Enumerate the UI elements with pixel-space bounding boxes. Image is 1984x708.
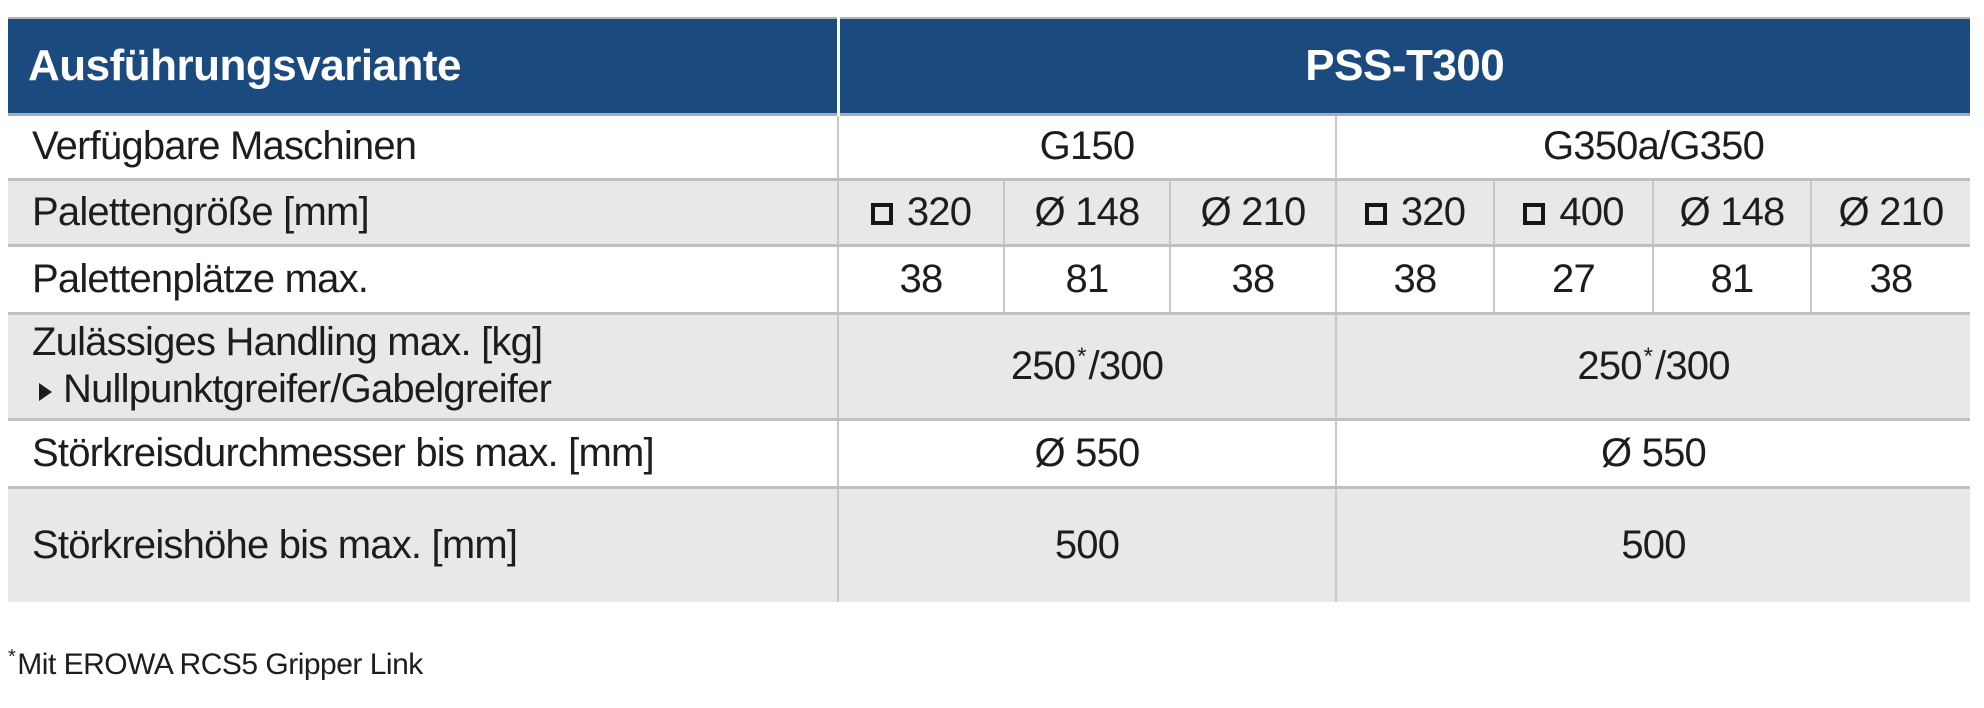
machines-g150-cell: G150 bbox=[837, 112, 1336, 179]
pallet-places-cell: 38 bbox=[1810, 243, 1970, 313]
footnote-marker: * bbox=[1643, 343, 1654, 370]
interference-diameter-label: Störkreisdurchmesser bis max. [mm] bbox=[8, 417, 838, 487]
interference-height-label: Störkreishöhe bis max. [mm] bbox=[8, 485, 838, 602]
pallet-places-cell: 81 bbox=[1652, 243, 1811, 313]
pallet-places-cell: 81 bbox=[1003, 243, 1170, 313]
table-header-row: Ausführungsvariante PSS-T300 bbox=[8, 18, 1970, 114]
pallet-size-value: 320 bbox=[906, 189, 972, 234]
handling-label: Zulässiges Handling max. [kg] Nullpunktg… bbox=[8, 311, 838, 419]
handling-label-line2: Nullpunktgreifer/Gabelgreifer bbox=[32, 366, 837, 413]
pallet-places-label: Palettenplätze max. bbox=[8, 243, 838, 313]
handling-g150-cell: 250*/300 bbox=[837, 311, 1336, 419]
pallet-places-cell: 27 bbox=[1493, 243, 1653, 313]
pallet-size-cell: 320 bbox=[837, 177, 1004, 245]
footnote: *Mit EROWA RCS5 Gripper Link bbox=[8, 646, 423, 682]
interference-height-row: Störkreishöhe bis max. [mm] 500 500 bbox=[8, 485, 1970, 602]
pallet-places-row: Palettenplätze max. 38 81 38 38 27 81 38 bbox=[8, 243, 1970, 313]
machines-row: Verfügbare Maschinen G150 G350a/G350 bbox=[8, 112, 1970, 179]
square-pallet-icon bbox=[1364, 202, 1387, 225]
pallet-size-value: 320 bbox=[1400, 189, 1466, 234]
interference-diameter-g350-cell: Ø 550 bbox=[1335, 417, 1970, 487]
pallet-size-cell: Ø 148 bbox=[1003, 177, 1170, 245]
handling-row: Zulässiges Handling max. [kg] Nullpunktg… bbox=[8, 311, 1970, 419]
interference-height-g350-cell: 500 bbox=[1335, 485, 1970, 602]
footnote-text: Mit EROWA RCS5 Gripper Link bbox=[17, 648, 423, 681]
pallet-size-value: Ø 148 bbox=[1679, 189, 1786, 234]
variant-header-cell: Ausführungsvariante bbox=[8, 18, 838, 114]
machines-label: Verfügbare Maschinen bbox=[8, 112, 838, 179]
triangle-bullet-icon bbox=[39, 383, 52, 401]
pallet-places-cell: 38 bbox=[837, 243, 1004, 313]
specification-table: Ausführungsvariante PSS-T300 Verfügbare … bbox=[8, 17, 1970, 602]
pallet-size-label: Palettengröße [mm] bbox=[8, 177, 838, 245]
product-header-cell: PSS-T300 bbox=[836, 18, 1970, 114]
pallet-size-value: 400 bbox=[1559, 189, 1624, 234]
footnote-asterisk: * bbox=[8, 646, 16, 668]
pallet-size-cell: 400 bbox=[1493, 177, 1653, 245]
machines-g350-cell: G350a/G350 bbox=[1335, 112, 1970, 179]
pallet-size-value: Ø 148 bbox=[1034, 189, 1141, 234]
pallet-size-cell: 320 bbox=[1335, 177, 1494, 245]
pallet-size-row: Palettengröße [mm] 320 Ø 148 Ø 210 320 4… bbox=[8, 177, 1970, 245]
square-pallet-icon bbox=[870, 202, 893, 225]
pallet-places-cell: 38 bbox=[1335, 243, 1494, 313]
footnote-marker: * bbox=[1077, 343, 1087, 370]
handling-label-line2-text: Nullpunktgreifer/Gabelgreifer bbox=[63, 367, 552, 411]
pallet-size-cell: Ø 210 bbox=[1169, 177, 1336, 245]
square-pallet-icon bbox=[1523, 202, 1546, 225]
pallet-size-cell: Ø 148 bbox=[1652, 177, 1811, 245]
pallet-places-cell: 38 bbox=[1169, 243, 1336, 313]
interference-diameter-row: Störkreisdurchmesser bis max. [mm] Ø 550… bbox=[8, 417, 1970, 487]
handling-label-line1: Zulässiges Handling max. [kg] bbox=[32, 320, 543, 364]
pallet-size-value: Ø 210 bbox=[1200, 189, 1307, 234]
interference-diameter-g150-cell: Ø 550 bbox=[837, 417, 1336, 487]
pallet-size-value: Ø 210 bbox=[1838, 189, 1945, 234]
pallet-size-cell: Ø 210 bbox=[1810, 177, 1970, 245]
handling-g350-cell: 250*/300 bbox=[1335, 311, 1970, 419]
interference-height-g150-cell: 500 bbox=[837, 485, 1336, 602]
